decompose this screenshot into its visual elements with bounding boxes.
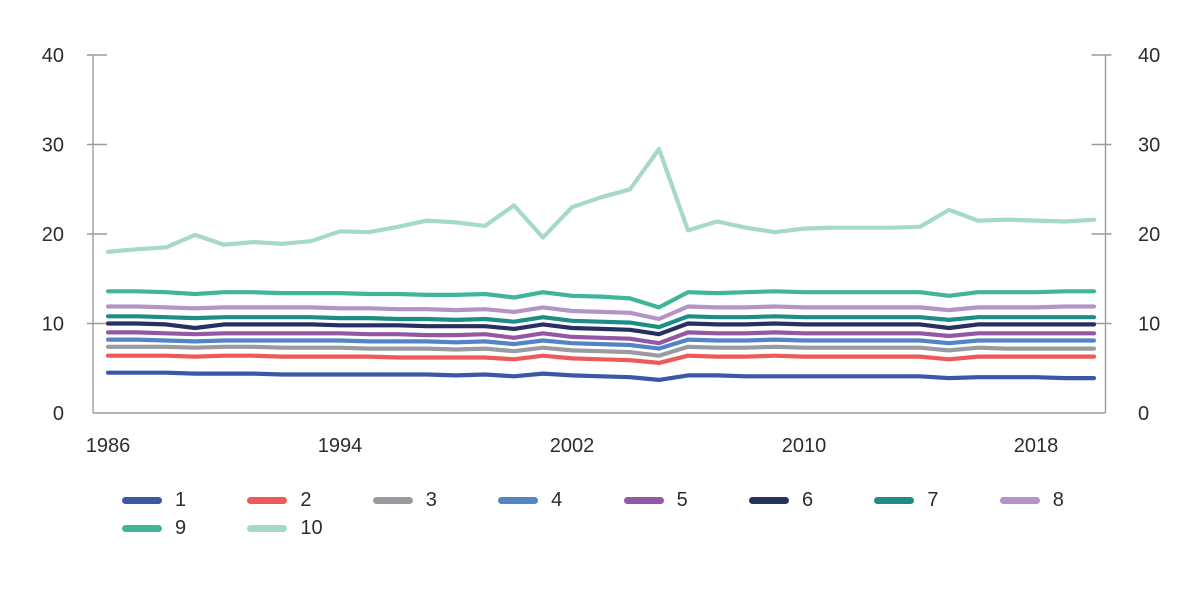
legend-item-4[interactable]: 4 [498, 490, 623, 510]
y-axis-tick-label-right: 30 [1138, 135, 1160, 157]
series-line-3 [105, 344, 1097, 358]
legend-label: 2 [300, 489, 312, 511]
y-axis-tick-label-left: 40 [42, 45, 64, 67]
line-chart: 0 0 10 10 20 20 30 30 40 40 1986 1994 2002 2010 2018 [42, 45, 1161, 457]
legend-label: 3 [425, 489, 437, 511]
legend-row: 9 10 [122, 514, 1125, 542]
legend-label: 1 [175, 489, 187, 511]
legend-label: 10 [300, 517, 323, 539]
legend-swatch-icon [247, 524, 288, 532]
series-line-4 [105, 337, 1097, 351]
x-axis-tick-label: 2010 [782, 435, 827, 457]
chart-legend: 1 2 3 4 5 6 7 8 9 10 [122, 486, 1125, 542]
legend-swatch-icon [999, 496, 1040, 504]
legend-swatch-icon [748, 496, 789, 504]
y-axis-tick-label-right: 40 [1138, 45, 1160, 67]
legend-label: 5 [676, 489, 688, 511]
legend-swatch-icon [874, 496, 915, 504]
y-axis-tick-label-right: 20 [1138, 224, 1160, 246]
x-axis-tick-label: 2002 [550, 435, 595, 457]
legend-item-10[interactable]: 10 [247, 518, 372, 538]
legend-item-9[interactable]: 9 [122, 518, 247, 538]
legend-label: 7 [927, 489, 939, 511]
x-axis-tick-label: 1994 [318, 435, 363, 457]
series-line-5 [105, 330, 1097, 346]
y-axis-tick-label-left: 10 [42, 314, 64, 336]
series-line-8 [105, 304, 1097, 322]
legend-swatch-icon [498, 496, 539, 504]
legend-item-5[interactable]: 5 [623, 489, 749, 511]
legend-swatch-icon [247, 496, 288, 504]
legend-item-1[interactable]: 1 [122, 490, 247, 510]
y-axis-tick-label-left: 0 [53, 403, 64, 425]
legend-label: 6 [801, 489, 814, 511]
legend-row: 1 2 3 4 5 6 7 8 [122, 486, 1125, 514]
legend-label: 4 [551, 489, 563, 511]
series-line-2 [105, 353, 1097, 365]
legend-swatch-icon [372, 496, 413, 504]
legend-item-6[interactable]: 6 [748, 489, 874, 511]
series-line-10 [105, 146, 1097, 254]
legend-item-3[interactable]: 3 [372, 489, 498, 511]
series-line-6 [105, 321, 1097, 337]
legend-swatch-icon [122, 496, 162, 504]
legend-label: 9 [175, 517, 187, 539]
legend-swatch-icon [623, 496, 664, 504]
x-axis-tick-label: 1986 [86, 435, 131, 457]
y-axis-tick-label-right: 0 [1138, 403, 1149, 425]
series-line-7 [105, 314, 1097, 330]
y-axis-tick-label-left: 30 [42, 135, 64, 157]
legend-item-8[interactable]: 8 [999, 489, 1125, 511]
y-axis-tick-label-right: 10 [1138, 314, 1160, 336]
series-line-9 [105, 289, 1097, 310]
series-line-1 [105, 370, 1097, 382]
legend-item-2[interactable]: 2 [247, 490, 372, 510]
legend-swatch-icon [122, 524, 162, 532]
x-axis-tick-label: 2018 [1014, 435, 1059, 457]
y-axis-tick-label-left: 20 [42, 224, 64, 246]
legend-label: 8 [1052, 489, 1064, 511]
legend-item-7[interactable]: 7 [874, 490, 999, 510]
